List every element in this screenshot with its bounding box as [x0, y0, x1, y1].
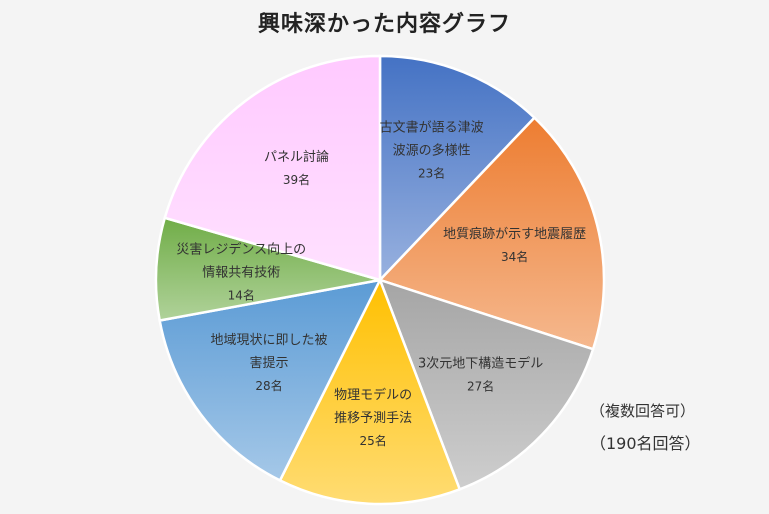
slice-label-6: 情報共有技術 [202, 266, 280, 281]
slice-label-1: 古文書が語る津波 [380, 120, 484, 136]
slice-label-2: 地質痕跡が示す地震履歴 [443, 226, 586, 242]
slice-value-label-7: 39名 [283, 172, 310, 187]
multiple-answers-note: （複数回答可） [590, 402, 696, 420]
pie-slice-4 [278, 276, 462, 506]
slice-label-4: 推移予測手法 [334, 411, 412, 426]
pie-slice-7 [163, 54, 382, 282]
slice-label-3: 3次元地下構造モデル [418, 356, 543, 372]
slice-label-5: 地域現状に即した被 [210, 333, 327, 348]
slice-label-6: 災害レジデンス向上の [176, 242, 306, 258]
slice-value-label-2: 34名 [501, 249, 528, 264]
slice-value-label-5: 28名 [255, 378, 282, 393]
slice-label-7: パネル討論 [264, 149, 329, 165]
pie-slice-5 [158, 278, 383, 483]
slice-label-1: 波源の多様性 [393, 143, 471, 159]
pie-slice-6 [154, 216, 381, 322]
slice-value-label-1: 23名 [418, 166, 445, 181]
respondent-count-note: （190名回答） [590, 434, 701, 453]
slice-label-5: 害提示 [249, 355, 288, 371]
slice-value-label-6: 14名 [228, 288, 255, 303]
pie-slice-2 [377, 115, 606, 351]
pie-slices [154, 54, 606, 506]
slice-value-label-4: 25名 [359, 433, 386, 448]
pie-slice-3 [377, 278, 595, 491]
chart-title: 興味深かった内容グラフ [257, 12, 511, 37]
slice-value-label-3: 27名 [467, 379, 494, 394]
slice-label-4: 物理モデルの [334, 387, 412, 403]
pie-slice-1 [378, 54, 537, 284]
